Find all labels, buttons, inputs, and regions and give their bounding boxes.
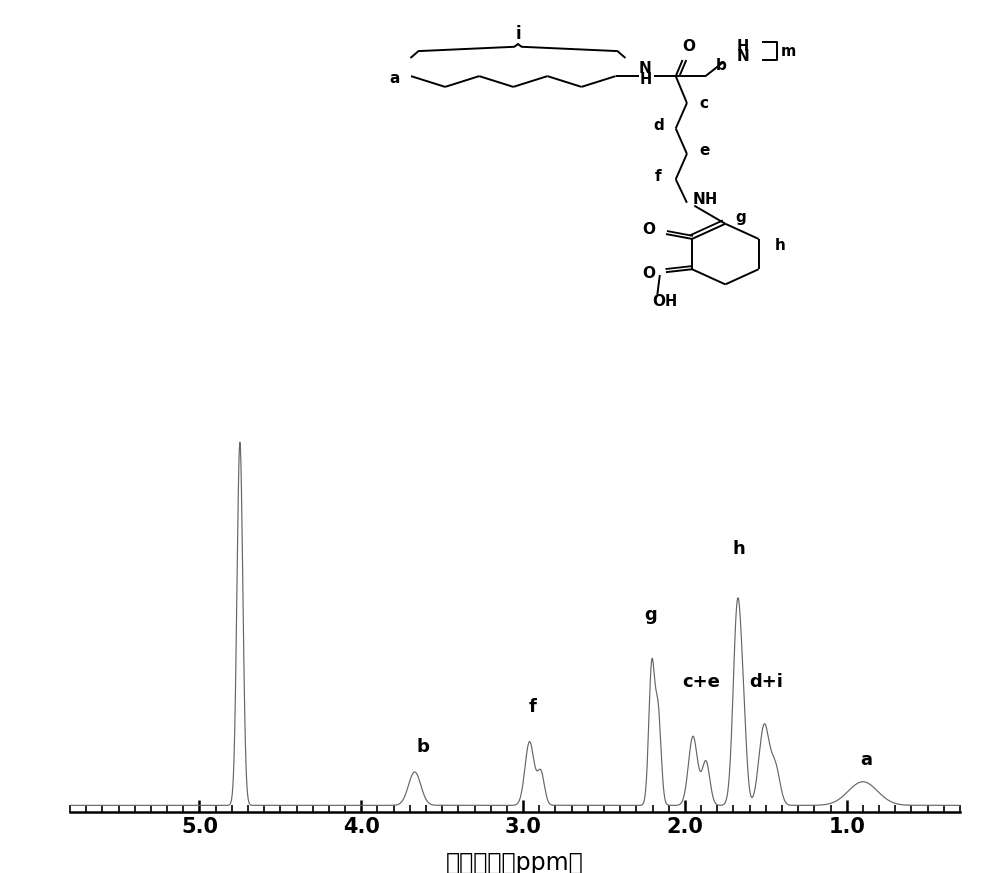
Text: O: O [642, 265, 655, 280]
Text: b: b [416, 739, 429, 756]
Text: e: e [699, 143, 709, 158]
Text: a: a [860, 751, 872, 769]
Text: d: d [653, 118, 664, 133]
Text: O: O [652, 294, 665, 309]
Text: g: g [735, 210, 746, 225]
Text: c+e: c+e [682, 673, 720, 691]
Text: N: N [639, 61, 652, 76]
Text: H: H [639, 72, 651, 86]
Text: h: h [733, 540, 745, 559]
Text: H: H [737, 39, 749, 54]
Text: O: O [642, 222, 655, 237]
X-axis label: 化学位移（ppm）: 化学位移（ppm） [446, 850, 584, 873]
Text: m: m [780, 45, 796, 59]
Text: N: N [693, 192, 706, 207]
Text: g: g [645, 606, 657, 624]
Text: d+i: d+i [749, 673, 783, 691]
Text: H: H [665, 294, 677, 309]
Text: O: O [682, 39, 695, 54]
Text: H: H [704, 192, 717, 207]
Text: a: a [389, 71, 400, 86]
Text: b: b [716, 58, 726, 72]
Text: f: f [655, 168, 662, 184]
Text: h: h [774, 237, 785, 253]
Text: i: i [515, 25, 521, 43]
Text: f: f [529, 698, 537, 717]
Text: N: N [736, 49, 749, 64]
Text: c: c [700, 95, 709, 111]
